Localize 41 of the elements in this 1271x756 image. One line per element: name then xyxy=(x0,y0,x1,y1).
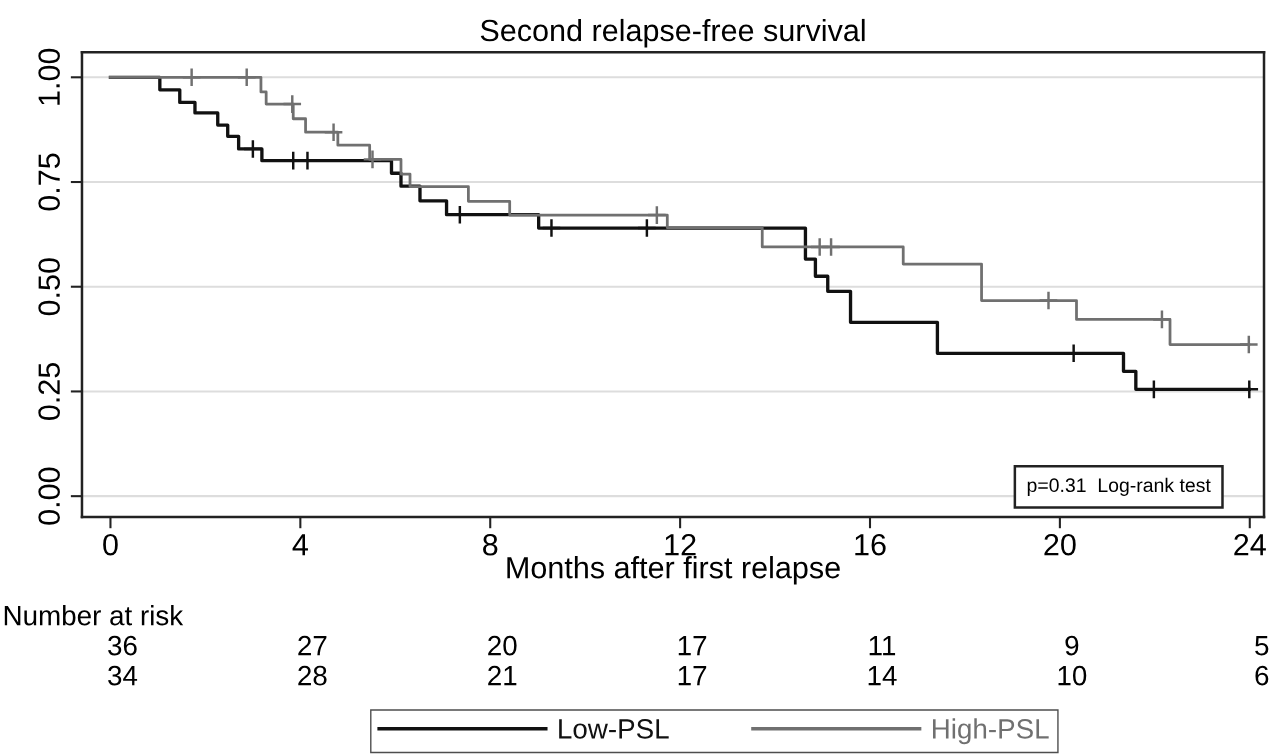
annotation: p=0.31 Log-rank test xyxy=(1027,477,1211,496)
y-tick-label: 0.50 xyxy=(38,258,60,316)
text: High-PSL xyxy=(933,718,1049,745)
point xyxy=(324,123,343,141)
text: Low-PSL xyxy=(559,719,669,739)
text: 17 xyxy=(678,666,707,686)
point xyxy=(1240,335,1258,354)
text: 36 xyxy=(108,635,137,656)
x-axis-title: Months after first relapse xyxy=(507,556,840,585)
x-tick-label: 20 xyxy=(1044,533,1076,556)
text: 5 xyxy=(1255,636,1269,656)
text: 14 xyxy=(868,666,897,686)
x-tick-label: 0 xyxy=(103,533,118,556)
point xyxy=(542,219,561,237)
y-tick-label: 1.00 xyxy=(38,48,60,105)
point xyxy=(1153,310,1171,329)
text: 21 xyxy=(488,665,517,686)
chart-title: Second relapse-free survival xyxy=(480,18,865,48)
text: 28 xyxy=(298,665,327,686)
text: 17 xyxy=(678,636,707,656)
point xyxy=(237,68,256,87)
y-tick-label: 0.25 xyxy=(38,362,60,420)
text: 34 xyxy=(108,665,138,686)
text: Number at risk xyxy=(4,605,184,626)
text: 9 xyxy=(1065,635,1079,656)
text: 11 xyxy=(869,636,896,656)
x-tick-label: 4 xyxy=(292,534,308,556)
text: 20 xyxy=(488,635,517,656)
y-tick-label: 0.75 xyxy=(38,153,60,211)
x-tick-label: 24 xyxy=(1234,533,1266,556)
text: 10 xyxy=(1058,665,1087,686)
point xyxy=(1039,291,1058,310)
text: 27 xyxy=(298,635,327,656)
point xyxy=(182,68,201,87)
x-tick-label: 16 xyxy=(855,533,886,556)
y-tick-label: 0.00 xyxy=(38,467,60,525)
point xyxy=(363,150,382,169)
text: 6 xyxy=(1255,665,1269,686)
x-tick-label: 8 xyxy=(483,533,498,556)
point xyxy=(283,95,302,113)
x-tick-label: 12 xyxy=(665,533,696,556)
